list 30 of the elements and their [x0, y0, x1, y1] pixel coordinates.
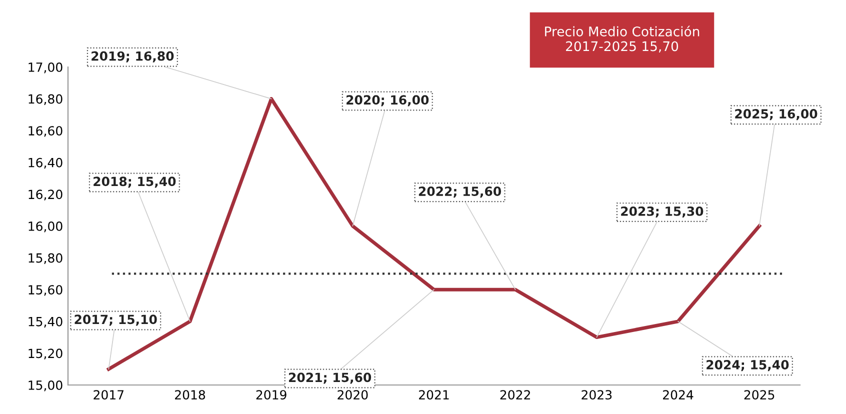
- y-tick-label: 15,60: [28, 285, 62, 296]
- x-tick-label: 2021: [419, 390, 449, 400]
- data-label: 2020; 16,00: [346, 95, 429, 106]
- x-tick-label: 2025: [744, 390, 774, 400]
- x-tick-label: 2017: [94, 390, 124, 400]
- y-tick-label: 16,40: [28, 158, 62, 169]
- text: Precio Medio Cotización 2017-2025 15,70: [545, 26, 700, 53]
- x-tick-label: 2018: [175, 390, 206, 400]
- data-label: 2019; 16,80: [92, 51, 174, 62]
- x-tick-label: 2022: [500, 390, 530, 400]
- data-label: 2018; 15,40: [94, 176, 176, 188]
- data-label: 2021; 15,60: [288, 372, 372, 384]
- y-tick-label: 16,60: [28, 126, 62, 137]
- data-label: 2023; 15,30: [621, 206, 704, 218]
- y-tick-label: 15,00: [28, 380, 62, 392]
- y-tick-label: 15,80: [28, 253, 62, 264]
- data-label: 2025; 16,00: [735, 109, 818, 120]
- data-label: 2024; 15,40: [706, 360, 789, 372]
- x-tick-label: 2023: [582, 390, 612, 400]
- y-tick-label: 16,00: [28, 221, 62, 232]
- y-tick-label: 16,20: [28, 190, 62, 200]
- x-tick-label: 2019: [256, 390, 286, 400]
- data-label: 2017; 15,10: [74, 314, 157, 326]
- x-tick-label: 2024: [663, 390, 694, 400]
- x-tick-label: 2020: [338, 390, 368, 400]
- data-label: 2022; 15,60: [418, 186, 502, 198]
- y-tick-label: 15,40: [28, 316, 62, 328]
- y-tick-label: 15,20: [28, 348, 62, 360]
- y-tick-label: 16,80: [28, 94, 62, 105]
- y-tick-label: 17,00: [28, 62, 62, 74]
